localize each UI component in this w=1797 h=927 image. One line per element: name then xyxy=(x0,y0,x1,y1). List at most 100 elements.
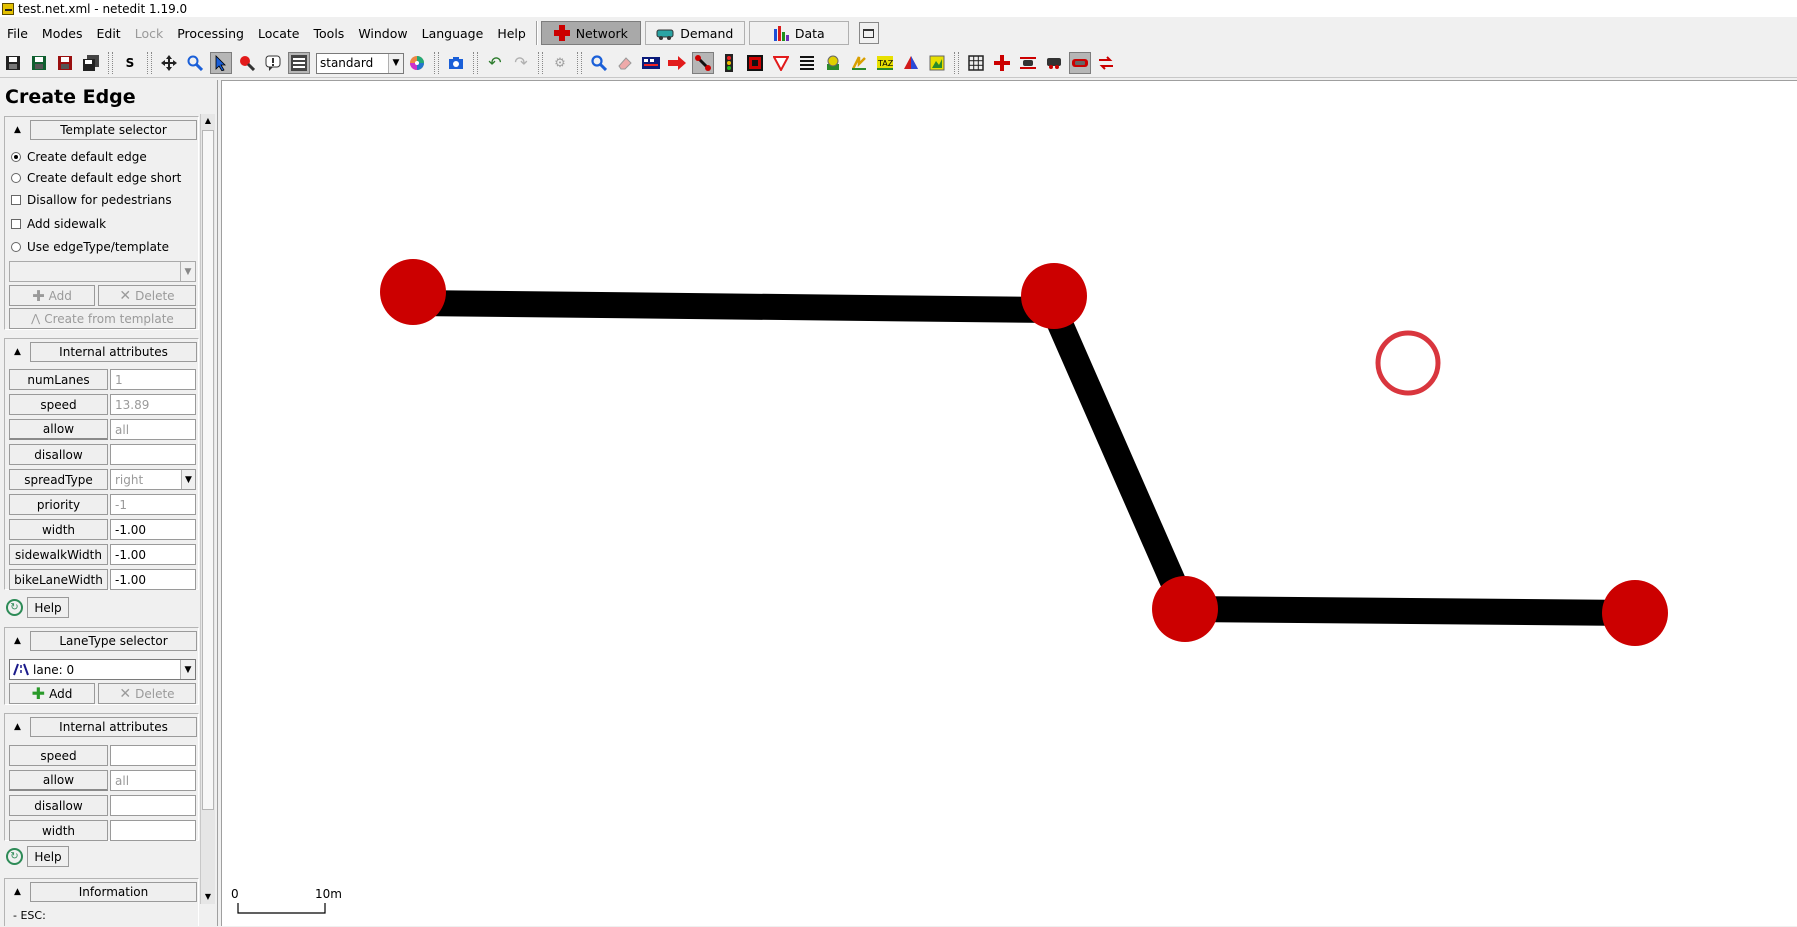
attribute-input[interactable] xyxy=(110,795,196,816)
move-view-icon[interactable] xyxy=(158,52,180,74)
sumo-config-icon[interactable]: S xyxy=(125,56,135,70)
attribute-input[interactable]: -1 xyxy=(110,494,196,515)
traffic-light-icon[interactable] xyxy=(718,52,740,74)
attribute-input[interactable]: all xyxy=(110,770,196,791)
menu-processing[interactable]: Processing xyxy=(177,25,244,41)
attribute-input[interactable]: -1.00 xyxy=(110,569,196,590)
collapse-triangle-icon[interactable]: ▲ xyxy=(14,722,21,732)
viewport-scheme-select[interactable]: standard ▼ xyxy=(316,52,404,74)
wire-mode-icon[interactable] xyxy=(848,52,870,74)
attribute-input[interactable] xyxy=(110,745,196,766)
checkbox[interactable] xyxy=(11,219,21,229)
opposite-lane-arrows-icon[interactable] xyxy=(1095,52,1117,74)
supermode-demand-button[interactable]: Demand xyxy=(644,21,745,45)
crossing-mode-icon[interactable] xyxy=(796,52,818,74)
add-template-button[interactable]: ✚ Add xyxy=(9,285,95,306)
menu-window[interactable]: Window xyxy=(358,25,408,41)
network-edge[interactable] xyxy=(1042,304,1197,615)
compute-network-icon[interactable]: ⚙ xyxy=(554,55,566,71)
menu-toggle-icon[interactable] xyxy=(288,52,310,74)
inspect-mode-icon[interactable] xyxy=(588,52,610,74)
radio-create-default-edge[interactable]: Create default edge xyxy=(11,150,147,164)
collapse-triangle-icon[interactable]: ▲ xyxy=(14,125,21,135)
attribute-input[interactable]: 1 xyxy=(110,369,196,390)
network-view[interactable] xyxy=(222,81,1797,927)
network-edge[interactable] xyxy=(412,290,1055,323)
menu-file[interactable]: File xyxy=(7,25,28,41)
color-wheel-icon[interactable] xyxy=(406,52,428,74)
screenshot-camera-icon[interactable] xyxy=(445,52,467,74)
attribute-input[interactable]: 13.89 xyxy=(110,394,196,415)
checkbox[interactable] xyxy=(11,195,21,205)
spreadtype-select[interactable]: right ▼ xyxy=(110,469,196,490)
create-from-template-button[interactable]: ⋀ Create from template xyxy=(9,308,196,329)
shape-mode-icon[interactable] xyxy=(900,52,922,74)
radio-button[interactable] xyxy=(11,152,21,162)
delete-lanetype-button[interactable]: ✕ Delete xyxy=(98,683,196,704)
radio-button[interactable] xyxy=(11,242,21,252)
junction-shape-icon[interactable] xyxy=(991,52,1013,74)
junction-node[interactable] xyxy=(1021,263,1087,329)
menu-modes[interactable]: Modes xyxy=(41,25,83,41)
collapse-triangle-icon[interactable]: ▲ xyxy=(14,887,21,897)
radio-create-default-edge-short[interactable]: Create default edge short xyxy=(11,171,181,185)
network-canvas[interactable]: 0 10m xyxy=(221,80,1797,926)
help-button[interactable]: Help xyxy=(27,846,69,867)
attribute-input[interactable]: -1.00 xyxy=(110,544,196,565)
add-lanetype-button[interactable]: ✚ Add xyxy=(9,683,95,704)
scroll-up-icon[interactable]: ▲ xyxy=(204,116,212,125)
collapse-triangle-icon[interactable]: ▲ xyxy=(14,636,21,646)
help-button[interactable]: Help xyxy=(27,597,69,618)
taz-mode-icon[interactable]: TAZ xyxy=(874,52,896,74)
supermode-network-button[interactable]: Network xyxy=(540,21,641,45)
restore-window-button[interactable] xyxy=(858,22,879,44)
supermode-data-button[interactable]: Data xyxy=(748,21,849,45)
network-edge[interactable] xyxy=(1184,596,1636,626)
scroll-down-icon[interactable]: ▼ xyxy=(204,892,212,901)
menu-tools[interactable]: Tools xyxy=(313,25,345,41)
redo-icon[interactable]: ↷ xyxy=(514,53,528,72)
merge-vehicles-icon[interactable] xyxy=(1043,52,1065,74)
spread-vehicles-icon[interactable] xyxy=(1017,52,1039,74)
attribute-input[interactable] xyxy=(110,444,196,465)
connection-mode-icon[interactable] xyxy=(744,52,766,74)
junction-node[interactable] xyxy=(1152,576,1218,642)
delete-template-button[interactable]: ✕ Delete xyxy=(98,285,196,306)
attribute-input[interactable]: all xyxy=(110,419,196,440)
attribute-input[interactable] xyxy=(110,820,196,841)
grid-toggle-icon[interactable] xyxy=(965,52,987,74)
menu-language[interactable]: Language xyxy=(421,25,484,41)
menu-lock[interactable]: Lock xyxy=(134,25,164,41)
junction-node[interactable] xyxy=(1602,580,1668,646)
menu-locate[interactable]: Locate xyxy=(257,25,300,41)
additional-mode-icon[interactable] xyxy=(822,52,844,74)
zoom-icon[interactable] xyxy=(184,52,206,74)
select-cursor-icon[interactable] xyxy=(210,52,232,74)
radio-use-edge-type[interactable]: Use edgeType/template xyxy=(11,240,169,254)
save-additionals-icon[interactable] xyxy=(54,52,76,74)
menu-help[interactable]: Help xyxy=(497,25,526,41)
checkbox-add-sidewalk[interactable]: Add sidewalk xyxy=(11,217,106,231)
select-mode-icon[interactable] xyxy=(640,52,662,74)
checkbox-disallow-pedestrians[interactable]: Disallow for pedestrians xyxy=(11,193,172,207)
radio-button[interactable] xyxy=(11,173,21,183)
decal-mode-icon[interactable] xyxy=(926,52,948,74)
inspect-icon[interactable] xyxy=(236,52,258,74)
menu-edit[interactable]: Edit xyxy=(96,25,121,41)
allow-vclass-button[interactable]: allow xyxy=(9,419,108,440)
move-mode-arrow-icon[interactable] xyxy=(666,52,688,74)
save-all-icon[interactable] xyxy=(80,52,102,74)
save-network-icon[interactable] xyxy=(28,52,50,74)
frame-scrollbar[interactable]: ▲ ▼ xyxy=(200,114,215,904)
undo-icon[interactable]: ↶ xyxy=(488,53,502,72)
allow-vclass-button[interactable]: allow xyxy=(9,770,108,791)
new-network-icon[interactable] xyxy=(2,52,24,74)
delete-eraser-icon[interactable] xyxy=(614,52,636,74)
collapse-triangle-icon[interactable]: ▲ xyxy=(14,347,21,357)
junction-node[interactable] xyxy=(380,259,446,325)
chain-edges-icon[interactable] xyxy=(1069,52,1091,74)
attribute-input[interactable]: -1.00 xyxy=(110,519,196,540)
create-edge-mode-icon[interactable] xyxy=(692,52,714,74)
tooltip-icon[interactable] xyxy=(262,52,284,74)
edge-type-select[interactable]: ▼ xyxy=(9,261,196,282)
